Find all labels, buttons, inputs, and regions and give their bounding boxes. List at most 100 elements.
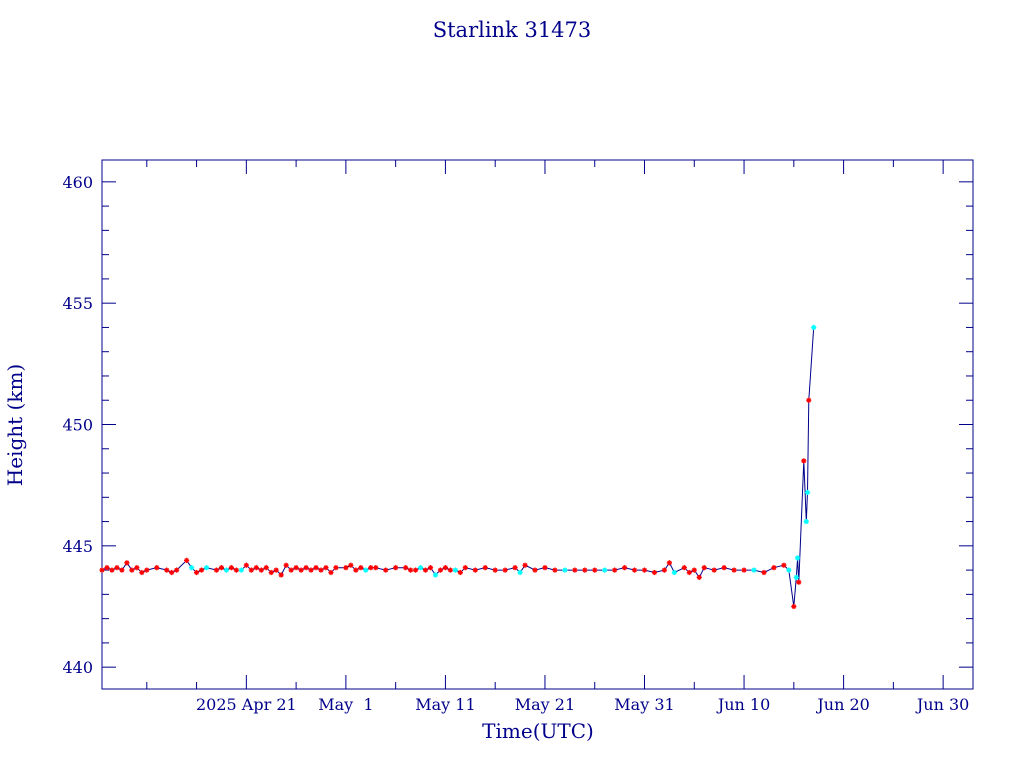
data-point-cyan (188, 565, 195, 571)
data-point-red (263, 565, 269, 571)
data-point-red (278, 572, 284, 578)
data-point-red (248, 567, 254, 573)
data-point-red (288, 567, 294, 573)
data-point-red (283, 562, 289, 568)
data-point-red (721, 565, 727, 571)
data-point-red (806, 397, 812, 403)
data-point-red (442, 565, 449, 571)
data-point-red (542, 565, 548, 571)
data-point-red (457, 569, 463, 576)
data-point-red (258, 567, 264, 573)
x-tick-label: May 31 (614, 695, 674, 714)
x-tick-label: May 1 (318, 695, 373, 714)
data-point-red (243, 562, 249, 568)
data-point-cyan (671, 569, 677, 576)
data-point-red (273, 567, 279, 573)
data-point-cyan (794, 555, 801, 561)
data-point-red (198, 567, 205, 573)
data-point-cyan (751, 567, 757, 573)
data-point-red (104, 565, 110, 571)
data-point-red (801, 458, 807, 464)
data-point-red (213, 567, 220, 573)
x-axis-label: Time(UTC) (482, 719, 594, 743)
data-point-red (696, 574, 702, 580)
data-point-cyan (238, 567, 244, 573)
data-point-red (144, 567, 150, 573)
y-tick-label: 460 (62, 173, 93, 192)
data-point-red (348, 562, 354, 568)
data-point-red (731, 567, 737, 573)
data-point-red (532, 567, 538, 573)
data-point-red (109, 567, 115, 573)
data-point-red (393, 565, 399, 571)
data-point-red (572, 567, 578, 573)
data-point-red (253, 565, 259, 571)
data-point-red (791, 603, 797, 610)
data-point-red (124, 560, 130, 566)
data-point-cyan (562, 567, 568, 573)
data-point-cyan (223, 567, 230, 573)
data-point-cyan (203, 565, 210, 571)
data-point-red (154, 565, 160, 571)
data-point-red (99, 567, 105, 573)
series-line (101, 327, 815, 607)
data-point-red (193, 569, 200, 576)
data-point-red (129, 567, 135, 573)
data-point-red (114, 565, 120, 571)
data-point-red (422, 567, 429, 573)
data-point-red (403, 565, 409, 571)
data-point-red (268, 569, 274, 576)
y-axis: 440 445 450 455 460 (62, 173, 973, 677)
data-point-red (134, 565, 140, 571)
data-point-cyan (517, 569, 523, 576)
data-point-red (119, 567, 125, 573)
data-point-red (308, 567, 314, 573)
data-point-red (293, 565, 299, 571)
x-tick-label: Jun 10 (716, 695, 770, 714)
data-point-red (358, 565, 364, 571)
data-point-red (318, 567, 324, 573)
data-point-red (303, 565, 309, 571)
data-point-red (552, 567, 558, 573)
data-point-red (651, 569, 658, 576)
data-point-red (771, 565, 777, 571)
data-point-red (631, 567, 638, 573)
data-point-cyan (803, 518, 809, 525)
data-point-red (796, 579, 802, 585)
data-point-red (592, 567, 598, 573)
data-point-red (622, 565, 628, 571)
data-point-red (502, 567, 508, 573)
data-point-cyan (793, 574, 799, 580)
y-tick-label: 440 (62, 658, 93, 677)
data-point-red (691, 567, 697, 573)
data-point-red (164, 567, 170, 573)
data-point-red (512, 565, 518, 571)
data-point-red (313, 565, 319, 571)
data-point-red (228, 565, 235, 571)
data-point-red (582, 567, 588, 573)
x-tick-label: May 21 (515, 695, 575, 714)
data-point-red (447, 567, 453, 573)
data-point-cyan (602, 567, 608, 573)
data-point-red (741, 567, 747, 573)
data-point-red (412, 567, 419, 573)
series-layer (99, 324, 817, 610)
data-point-red (761, 569, 767, 576)
data-point-red (169, 569, 175, 576)
data-point-red (407, 567, 414, 573)
data-point-red (462, 565, 468, 571)
data-point-cyan (363, 567, 369, 573)
data-point-cyan (804, 489, 811, 496)
data-point-red (383, 567, 389, 573)
data-point-red (701, 565, 707, 571)
data-point-red (298, 567, 304, 573)
x-tick-label: Jun 20 (815, 695, 869, 714)
data-point-red (373, 565, 379, 571)
x-tick-label: May 11 (415, 695, 475, 714)
plot-frame (101, 159, 974, 690)
y-axis-label: Height (km) (3, 364, 27, 486)
data-point-red (492, 567, 498, 573)
data-point-red (641, 567, 648, 573)
data-point-red (482, 565, 488, 571)
